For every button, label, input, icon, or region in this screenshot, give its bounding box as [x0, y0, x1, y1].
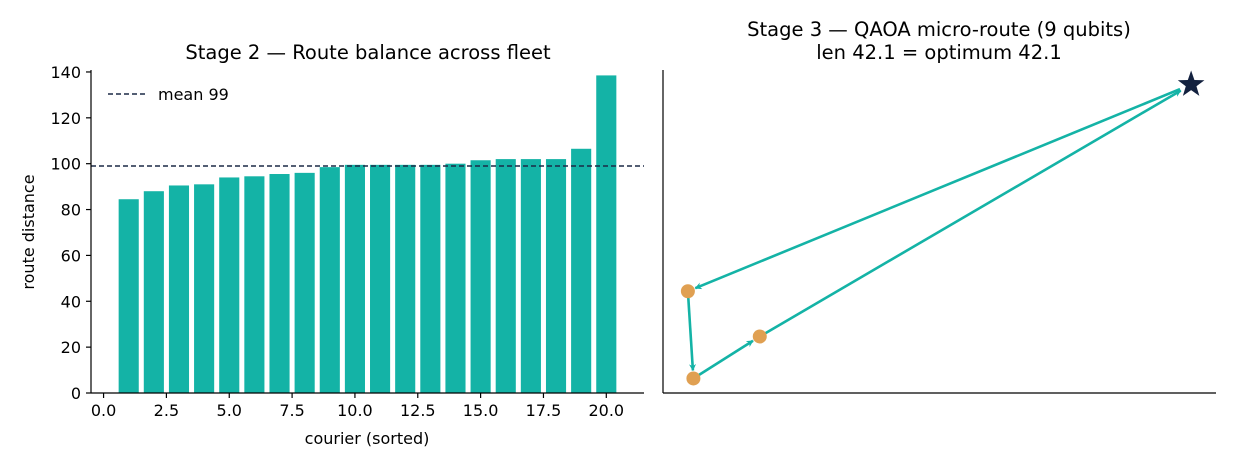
- x-tick-label: 5.0: [217, 401, 242, 420]
- route-chart-panel: Stage 3 — QAOA micro-route (9 qubits) le…: [662, 18, 1216, 394]
- bar: [495, 159, 516, 393]
- stop-marker: [686, 371, 701, 386]
- route-arrow: [686, 297, 697, 372]
- bar-chart-panel: Stage 2 — Route balance across fleet mea…: [19, 41, 644, 448]
- bar: [269, 174, 290, 393]
- x-tick-label: 2.5: [154, 401, 179, 420]
- bar: [445, 163, 466, 393]
- bar: [545, 159, 567, 393]
- bar: [344, 164, 365, 393]
- x-tick-label: 0.0: [91, 401, 116, 420]
- bar: [168, 185, 190, 393]
- legend: mean 99: [108, 85, 229, 104]
- x-tick-label: 7.5: [279, 401, 304, 420]
- bar: [118, 199, 139, 393]
- stop-marker: [752, 329, 767, 344]
- y-tick-label: 0: [71, 384, 81, 403]
- y-axis-label: route distance: [19, 174, 38, 289]
- x-tick-label: 20.0: [588, 401, 624, 420]
- x-tick-label: 15.0: [463, 401, 499, 420]
- bar: [319, 167, 340, 393]
- route-path: [686, 87, 1182, 377]
- bar: [219, 177, 240, 393]
- bar: [143, 191, 164, 393]
- bar: [294, 172, 315, 393]
- x-tick-label: 17.5: [526, 401, 562, 420]
- bar-series: [118, 75, 617, 393]
- y-tick-label: 140: [50, 63, 81, 82]
- y-tick-label: 120: [50, 109, 81, 128]
- x-tick-label: 10.0: [337, 401, 373, 420]
- bar-chart-title: Stage 2 — Route balance across fleet: [185, 41, 551, 64]
- legend-label-mean: mean 99: [158, 85, 229, 104]
- y-tick-label: 100: [50, 155, 81, 174]
- route-chart-title: Stage 3 — QAOA micro-route (9 qubits): [747, 18, 1131, 41]
- route-arrow: [764, 89, 1182, 335]
- y-tick-label: 80: [61, 201, 81, 220]
- bar: [420, 164, 441, 393]
- route-arrow: [697, 339, 754, 377]
- bar: [520, 159, 541, 393]
- route-stops: [680, 70, 1205, 386]
- bar: [596, 75, 617, 393]
- x-ticks: 0.0 2.5 5.0 7.5 10.0 12.5 15.0 17.5 20.0: [91, 393, 624, 420]
- bar: [395, 164, 416, 393]
- bar: [194, 184, 215, 393]
- route-chart-subtitle: len 42.1 = optimum 42.1: [816, 41, 1061, 64]
- bar: [244, 176, 265, 393]
- y-tick-label: 20: [61, 338, 81, 357]
- bar: [370, 164, 391, 393]
- x-axis-label: courier (sorted): [305, 429, 430, 448]
- x-tick-label: 12.5: [400, 401, 436, 420]
- stop-marker: [680, 284, 695, 299]
- depot-star-marker: [1177, 70, 1205, 96]
- y-tick-label: 60: [61, 246, 81, 265]
- y-tick-label: 40: [61, 292, 81, 311]
- bar: [470, 160, 491, 393]
- route-arrow: [694, 87, 1181, 290]
- y-ticks: 0 20 40 60 80 100 120 140: [50, 63, 91, 403]
- bar: [571, 148, 592, 393]
